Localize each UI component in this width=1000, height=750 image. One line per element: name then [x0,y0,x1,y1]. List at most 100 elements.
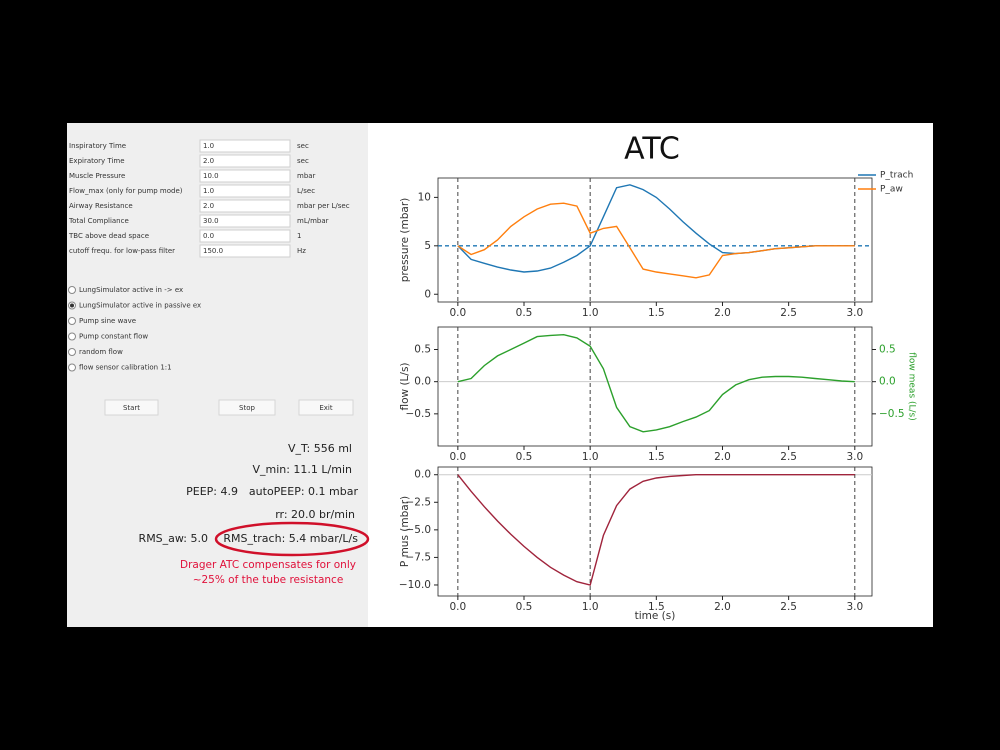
tidal-volume: V_T: 556 ml [288,442,352,455]
field-input[interactable] [199,169,291,183]
x-tick-label: 2.5 [780,451,797,463]
x-tick-label: 2.0 [714,601,731,613]
x-tick-label: 0.0 [449,451,466,463]
radio-button[interactable] [68,317,76,325]
x-tick-label: 0.5 [516,601,533,613]
field-label: Muscle Pressure [69,172,125,180]
x-tick-label: 0.0 [449,307,466,319]
button-label: Start [123,404,140,412]
button-label: Stop [239,404,255,412]
field-label: cutoff frequ. for low-pass filter [69,247,175,255]
field-value: 2.0 [203,157,214,165]
y-tick-label: −5.0 [406,524,432,536]
y-axis-label: P mus (mbar) [399,496,411,567]
annotation-line: Drager ATC compensates for only [180,559,356,571]
button-label: Exit [319,404,333,412]
y-tick-label: 5 [424,240,431,252]
control-panel [67,123,368,627]
minute-volume: V_min: 11.1 L/min [252,463,352,476]
field-label: Total Compliance [68,217,129,225]
field-input[interactable] [199,229,291,243]
field-unit: mL/mbar [297,217,329,225]
y-tick-label: 10 [418,191,431,203]
field-value: 10.0 [203,172,219,180]
rms-aw: RMS_aw: 5.0 [139,532,208,545]
y-tick-label: −0.5 [406,408,432,420]
y2-tick-label: 0.0 [879,376,896,388]
radio-label: Pump sine wave [79,317,136,325]
y2-tick-label: 0.5 [879,344,896,356]
legend-label: P_aw [880,185,903,195]
button[interactable] [104,399,159,416]
field-unit: sec [297,157,309,165]
chart-title: ATC [624,132,680,167]
button[interactable] [298,399,354,416]
field-label: TBC above dead space [68,232,149,240]
field-value: 0.0 [203,232,214,240]
field-unit: mbar per L/sec [297,202,350,210]
series-line [457,333,855,433]
radio-label: LungSimulator active in passive ex [79,302,201,310]
x-tick-label: 2.0 [714,451,731,463]
field-input[interactable] [199,214,291,228]
y2-tick-label: −0.5 [879,408,905,420]
y-tick-label: −10.0 [399,579,431,591]
x-tick-label: 1.0 [582,451,599,463]
radio-button[interactable] [68,286,76,294]
axes-frame [437,466,873,597]
field-unit: Hz [297,247,306,255]
radio-label: flow sensor calibration 1:1 [79,364,172,372]
legend-label: P_trach [880,171,913,181]
rms-trach: RMS_trach: 5.4 mbar/L/s [223,532,358,545]
field-value: 150.0 [203,247,223,255]
x-tick-label: 1.5 [648,601,665,613]
radio-label: LungSimulator active in -> ex [79,286,183,294]
highlight-ellipse [214,521,370,557]
x-tick-label: 2.5 [780,601,797,613]
y-tick-label: −2.5 [406,496,432,508]
field-label: Airway Resistance [69,202,133,210]
field-unit: mbar [297,172,316,180]
y-tick-label: −7.5 [406,551,432,563]
radio-button[interactable] [68,363,76,372]
x-tick-label: 0.5 [516,451,533,463]
field-label: Flow_max (only for pump mode) [69,187,183,195]
field-input[interactable] [199,199,291,213]
field-input[interactable] [199,154,291,168]
x-tick-label: 2.5 [780,307,797,319]
axes-frame [437,177,873,303]
figure-panel [368,123,933,627]
field-value: 1.0 [203,142,214,150]
x-tick-label: 0.5 [516,307,533,319]
x-tick-label: 1.0 [582,601,599,613]
radio-button[interactable] [68,348,76,356]
x-tick-label: 2.0 [714,307,731,319]
field-input[interactable] [199,244,291,258]
field-unit: sec [297,142,309,150]
y-tick-label: 0.0 [414,469,431,481]
field-value: 2.0 [203,202,214,210]
button[interactable] [218,399,276,416]
x-tick-label: 3.0 [846,601,863,613]
field-value: 1.0 [203,187,214,195]
y-tick-label: 0.0 [414,376,431,388]
series-line [457,202,855,279]
x-tick-label: 3.0 [846,451,863,463]
y-axis-label: flow (L/s) [399,362,411,410]
field-input[interactable] [199,184,291,198]
peep: PEEP: 4.9 [186,485,238,498]
auto-peep: autoPEEP: 0.1 mbar [249,485,359,498]
y-axis-label: pressure (mbar) [399,198,411,283]
radio-button[interactable] [68,332,76,341]
field-label: Expiratory Time [69,157,125,165]
field-value: 30.0 [203,217,219,225]
y-tick-label: 0 [424,288,431,300]
y-tick-label: 0.5 [414,344,431,356]
field-unit: L/sec [297,187,315,195]
x-tick-label: 1.5 [648,451,665,463]
field-input[interactable] [199,139,291,153]
field-unit: 1 [297,232,301,240]
x-tick-label: 1.0 [582,307,599,319]
